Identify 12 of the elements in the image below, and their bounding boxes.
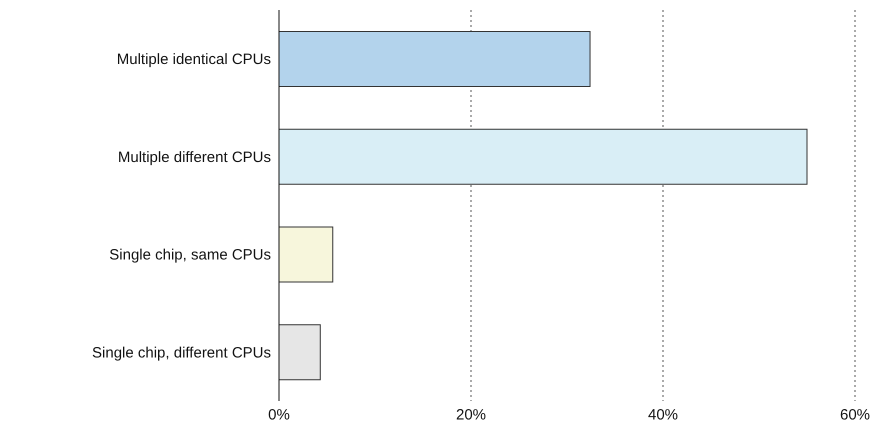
bar: [279, 226, 334, 283]
y-tick-label: Multiple different CPUs: [118, 148, 271, 166]
y-tick-label: Single chip, same CPUs: [109, 246, 271, 264]
y-tick-label: Multiple identical CPUs: [116, 51, 271, 68]
bar: [279, 128, 808, 185]
bar: [279, 324, 321, 380]
y-tick-label: Single chip, different CPUs: [92, 344, 271, 362]
x-tick-label: 60%: [840, 406, 870, 424]
x-tick-label: 0%: [268, 406, 290, 424]
bar: [279, 31, 591, 88]
x-tick-label: 40%: [648, 406, 678, 424]
x-tick-label: 20%: [456, 406, 486, 424]
